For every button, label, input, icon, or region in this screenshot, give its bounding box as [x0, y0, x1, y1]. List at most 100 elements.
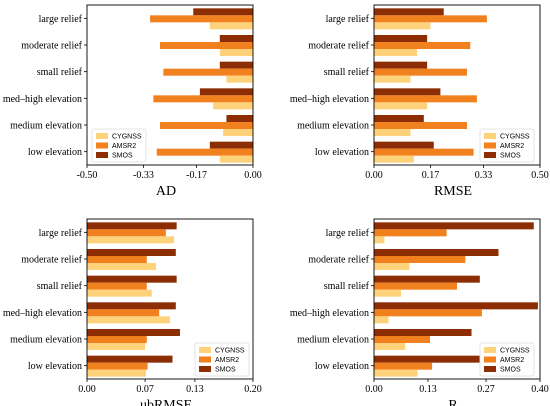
x-tick-label: -0.17 — [186, 170, 207, 181]
legend-swatch-cygnss — [199, 347, 211, 353]
category-label: large relief — [326, 228, 370, 239]
category-label: low elevation — [315, 361, 369, 372]
bar-cygnss-5 — [219, 155, 253, 163]
panel-ubrmse: large relief moderate relief small relief m… — [3, 218, 262, 406]
bar-amsr2-4 — [87, 336, 147, 343]
x-tick-label: 0.00 — [365, 384, 383, 395]
legend-swatch-smos — [484, 366, 496, 372]
bar-cygnss-0 — [209, 22, 253, 30]
bar-amsr2-2 — [87, 282, 147, 290]
bar-cygnss-3 — [213, 102, 253, 110]
x-tick-label: 0.13 — [186, 384, 204, 395]
x-tick-label: 0.17 — [422, 170, 440, 181]
bar-cygnss-3 — [87, 316, 170, 324]
legend-label-amsr2: AMSR2 — [500, 357, 524, 364]
bar-amsr2-0 — [374, 229, 447, 237]
bar-amsr2-3 — [153, 95, 253, 103]
bar-smos-2 — [87, 275, 177, 283]
x-tick-label: -0.50 — [77, 170, 98, 181]
bar-smos-2 — [374, 61, 428, 69]
category-label: moderate relief — [308, 255, 369, 266]
legend-label-smos: SMOS — [112, 153, 133, 160]
category-label: moderate relief — [308, 41, 369, 52]
bar-amsr2-2 — [374, 68, 467, 76]
bar-smos-0 — [193, 8, 253, 16]
bar-amsr2-1 — [374, 42, 471, 49]
bar-amsr2-5 — [374, 148, 474, 156]
category-label: small relief — [37, 281, 83, 292]
category-label: medium elevation — [297, 335, 369, 346]
legend: CYGNSS AMSR2 SMOS — [479, 342, 535, 377]
x-tick-label: 0.40 — [531, 384, 549, 395]
category-label: low elevation — [28, 147, 82, 158]
legend-swatch-amsr2 — [96, 142, 108, 149]
bar-cygnss-5 — [374, 155, 414, 163]
x-tick-label: 0.33 — [475, 170, 493, 181]
bar-amsr2-1 — [374, 256, 466, 263]
bar-smos-0 — [374, 8, 444, 16]
bar-smos-4 — [226, 115, 253, 122]
bar-amsr2-1 — [87, 256, 147, 263]
category-label: med–high elevation — [3, 94, 82, 105]
x-tick-label: 0.07 — [136, 384, 154, 395]
category-label: small relief — [324, 281, 370, 292]
bar-amsr2-4 — [160, 122, 253, 129]
bar-cygnss-1 — [87, 263, 156, 270]
category-label: large relief — [39, 14, 83, 25]
plot-frame — [86, 218, 254, 380]
legend-swatch-smos — [199, 366, 211, 372]
bar-cygnss-5 — [87, 369, 146, 377]
category-label: medium elevation — [10, 335, 82, 346]
bar-amsr2-0 — [150, 15, 253, 23]
bar-smos-4 — [374, 329, 472, 336]
legend-label-smos: SMOS — [500, 367, 521, 374]
category-label: moderate relief — [21, 255, 82, 266]
bar-smos-1 — [374, 249, 499, 256]
x-tick-label: 0.00 — [365, 170, 383, 181]
bar-smos-0 — [87, 222, 177, 230]
bar-amsr2-5 — [87, 362, 148, 370]
plot-frame — [373, 4, 541, 166]
x-tick-label: 0.50 — [531, 170, 549, 181]
category-label: low elevation — [28, 361, 82, 372]
plot-frame — [86, 4, 254, 166]
panel-rmse: large relief moderate relief small relief m… — [290, 4, 549, 199]
bar-cygnss-2 — [87, 289, 152, 297]
x-axis-title: AD — [156, 184, 176, 199]
bar-smos-2 — [374, 275, 480, 283]
bar-amsr2-1 — [160, 42, 253, 49]
bar-cygnss-4 — [87, 343, 146, 350]
bar-smos-3 — [374, 88, 441, 96]
x-axis-title: ubRMSE — [140, 398, 192, 406]
x-tick-label: 0.00 — [78, 384, 96, 395]
category-label: med–high elevation — [290, 94, 369, 105]
bar-cygnss-2 — [374, 75, 411, 83]
x-tick-label: 0.13 — [419, 384, 437, 395]
category-label: small relief — [324, 67, 370, 78]
bar-smos-4 — [374, 115, 424, 122]
legend-swatch-amsr2 — [484, 142, 496, 149]
category-label: medium elevation — [297, 121, 369, 132]
x-tick-label: 0.20 — [244, 384, 262, 395]
x-axis-title: RMSE — [434, 184, 472, 199]
bar-amsr2-4 — [374, 122, 467, 129]
legend-swatch-smos — [484, 152, 496, 158]
bar-amsr2-3 — [374, 309, 482, 317]
category-label: moderate relief — [21, 41, 82, 52]
bar-amsr2-0 — [374, 15, 487, 23]
bar-cygnss-4 — [374, 129, 411, 136]
bar-cygnss-0 — [374, 236, 385, 244]
legend-label-amsr2: AMSR2 — [215, 357, 239, 364]
legend: CYGNSS AMSR2 SMOS — [91, 128, 147, 163]
bar-smos-4 — [87, 329, 180, 336]
panel-r: large relief moderate relief small relief m… — [290, 218, 549, 406]
bar-cygnss-1 — [219, 49, 253, 56]
bar-smos-1 — [374, 35, 428, 42]
bar-amsr2-5 — [374, 362, 433, 370]
legend-label-cygnss: CYGNSS — [500, 348, 530, 355]
bar-amsr2-0 — [87, 229, 166, 237]
category-label: med–high elevation — [290, 308, 369, 319]
legend-swatch-smos — [96, 152, 108, 158]
bar-amsr2-5 — [156, 148, 253, 156]
bar-smos-3 — [87, 302, 176, 310]
